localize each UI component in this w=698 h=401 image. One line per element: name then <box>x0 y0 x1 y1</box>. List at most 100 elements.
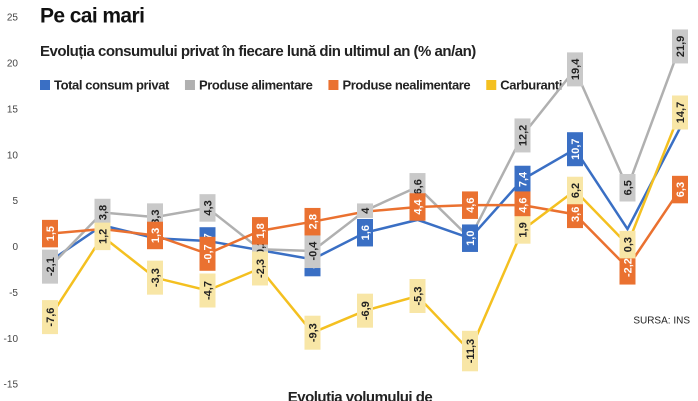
y-tick-label: 20 <box>7 59 19 70</box>
value-label: 10,7 <box>567 132 583 167</box>
label-box <box>672 95 688 130</box>
data-label: 3,3 <box>150 209 162 224</box>
label-box <box>252 251 268 286</box>
label-box <box>514 216 531 244</box>
data-label: 1,2 <box>97 229 109 244</box>
value-label: 1,8 <box>252 217 268 245</box>
value-label: -3,3 <box>147 260 163 295</box>
label-box <box>304 315 321 350</box>
data-label: 10,7 <box>570 138 582 159</box>
legend-label: Total consum privat <box>54 77 170 92</box>
y-tick-label: 5 <box>12 196 18 207</box>
legend-swatch <box>486 80 497 90</box>
legend-swatch <box>40 80 50 90</box>
label-box <box>304 207 321 236</box>
data-label: 14,7 <box>675 102 687 123</box>
source: SURSA: INS <box>633 316 690 327</box>
y-tick-label: 10 <box>7 150 19 161</box>
legend-label: Produse alimentare <box>199 77 313 92</box>
label-box <box>672 175 688 204</box>
value-label: 4,3 <box>199 194 216 222</box>
value-label: 19,4 <box>567 52 583 87</box>
value-label: 21,9 <box>672 29 688 64</box>
label-box <box>567 52 583 87</box>
chart-subtitle: Evoluția consumului privat în fiecare lu… <box>40 43 476 60</box>
label-box <box>567 176 583 205</box>
data-label: -6,9 <box>360 301 372 320</box>
data-label: -4,7 <box>202 281 214 300</box>
value-label: 4 <box>357 203 373 218</box>
data-label: 4 <box>360 207 372 214</box>
label-box <box>462 224 478 252</box>
data-label: -7,6 <box>45 308 57 327</box>
labels: 0,7-1,31,61,07,410,7-2,13,83,34,3-0,2-0,… <box>42 29 688 372</box>
label-box <box>94 198 111 227</box>
y-tick-label: 25 <box>7 13 19 24</box>
data-label: 3,6 <box>570 207 582 222</box>
value-label: -2,3 <box>252 251 268 286</box>
label-box <box>357 203 373 218</box>
label-box <box>147 221 163 250</box>
data-label: 4,4 <box>412 198 424 214</box>
data-label: 1,0 <box>465 231 477 246</box>
value-label: 1,6 <box>357 218 373 247</box>
data-label: 21,9 <box>675 36 687 57</box>
data-label: -2,2 <box>622 258 634 277</box>
value-label: 1,5 <box>42 219 58 248</box>
legend-swatch <box>328 80 339 90</box>
data-label: 7,4 <box>517 171 529 187</box>
footer-text: Evoluția volumului de <box>288 389 433 401</box>
label-box <box>199 273 216 308</box>
label-box <box>567 200 583 229</box>
value-label: -6,9 <box>357 293 373 328</box>
data-label: -0,4 <box>307 241 319 261</box>
data-label: 1,8 <box>255 223 267 238</box>
value-label: -0,4 <box>304 234 321 269</box>
data-label: 4,6 <box>517 198 529 213</box>
value-label: 4,6 <box>514 191 531 219</box>
y-tick-label: -15 <box>4 380 19 391</box>
data-label: 6,5 <box>622 180 634 195</box>
value-label: 6,2 <box>567 176 583 205</box>
label-box <box>462 330 478 372</box>
data-label: -11,3 <box>465 339 477 363</box>
value-label: 4,4 <box>409 193 426 221</box>
legend-swatch <box>184 80 195 90</box>
value-label: 2,8 <box>304 207 321 236</box>
value-label: -9,3 <box>304 315 321 350</box>
value-label: 6,5 <box>619 173 636 202</box>
data-label: 12,2 <box>517 125 529 146</box>
data-label: -2,3 <box>255 259 267 278</box>
label-box <box>672 29 688 64</box>
data-label: 4,6 <box>465 198 477 213</box>
value-label: 1,2 <box>94 222 111 251</box>
value-label: -4,7 <box>199 273 216 308</box>
value-label: 3,6 <box>567 200 583 229</box>
label-box <box>199 194 216 222</box>
data-label: -9,3 <box>307 323 319 342</box>
label-box <box>357 293 373 328</box>
data-label: -2,1 <box>45 257 57 276</box>
label-box <box>514 191 531 219</box>
data-label: 1,9 <box>517 222 529 237</box>
value-label: -2,1 <box>42 249 58 284</box>
data-label: 1,3 <box>150 228 162 243</box>
data-label: 6,3 <box>675 182 687 197</box>
label-box <box>409 193 426 221</box>
value-label: 3,8 <box>94 198 111 227</box>
data-label: 0,3 <box>622 237 634 252</box>
label-box <box>147 260 163 295</box>
data-label: 1,6 <box>360 225 372 240</box>
value-label: 6,3 <box>672 175 688 204</box>
label-box <box>409 279 426 314</box>
label-box <box>42 300 58 335</box>
data-label: 19,4 <box>570 58 582 80</box>
data-label: 2,8 <box>307 214 319 229</box>
data-label: -0,7 <box>202 244 214 263</box>
label-box <box>619 230 636 259</box>
label-box <box>567 132 583 167</box>
y-tick-label: 0 <box>12 242 18 253</box>
value-label: -5,3 <box>409 279 426 314</box>
y-tick-label: 15 <box>7 104 19 115</box>
data-label: 1,5 <box>45 226 57 241</box>
